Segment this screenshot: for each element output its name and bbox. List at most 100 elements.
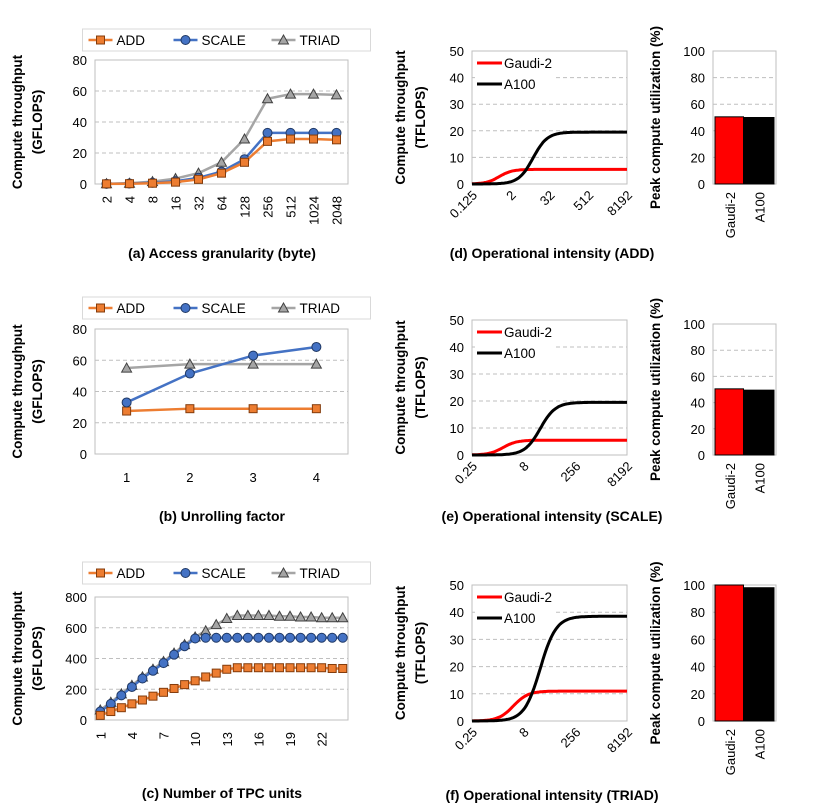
y-tick-label: 60: [691, 97, 705, 112]
y-tick-label: 0: [457, 714, 464, 729]
y-tick-label: 20: [691, 687, 705, 702]
data-point: [277, 566, 290, 578]
chart-f-bar: 0 20 40 60 80 100 Peak compute utilization (%)…: [648, 561, 777, 775]
data-point: [263, 632, 274, 643]
legend-label: Gaudi-2: [504, 325, 552, 340]
legend-label: TRIAD: [300, 566, 341, 581]
data-point: [337, 632, 348, 643]
x-tick-label: A100: [752, 463, 767, 493]
y-tick-label: 20: [73, 146, 87, 161]
y-tick-label: 10: [450, 150, 464, 165]
x-tick-label: 128: [238, 196, 253, 218]
data-point: [200, 632, 211, 643]
legend-item-scale: SCALE: [173, 33, 246, 48]
data-point: [169, 649, 180, 660]
y-tick-label: 30: [450, 632, 464, 647]
legend-label: ADD: [117, 301, 146, 316]
data-point: [336, 611, 349, 623]
data-point: [263, 136, 272, 146]
data-point: [159, 687, 169, 697]
data-point: [185, 404, 195, 414]
y-tick-label: 100: [683, 317, 705, 332]
x-tick-label: 2: [100, 196, 115, 203]
y-axis-label: Compute throughput (TFLOPS): [393, 320, 428, 455]
y-tick-label: 10: [450, 687, 464, 702]
data-point: [137, 673, 148, 684]
data-point: [309, 134, 318, 144]
data-point: [286, 134, 295, 144]
series-scale: [121, 341, 322, 408]
y-tick-label: 0: [457, 448, 464, 463]
y-tick-label: 20: [450, 394, 464, 409]
data-point: [253, 663, 263, 673]
legend-item-triad: TRIAD: [271, 566, 341, 581]
data-point: [285, 663, 295, 673]
data-point: [311, 341, 322, 352]
data-point: [296, 663, 306, 673]
legend-box: [82, 28, 371, 52]
x-tick-label: 256: [558, 459, 584, 485]
data-point: [222, 664, 232, 674]
series-triad: [120, 358, 323, 373]
y-tick-label: 40: [450, 605, 464, 620]
y-tick-label: 20: [450, 124, 464, 139]
data-point: [137, 695, 147, 705]
data-point: [263, 609, 275, 620]
data-point: [310, 358, 323, 369]
y-tick-label: 200: [65, 682, 87, 697]
data-point: [116, 690, 127, 701]
x-tick-label: Gaudi-2: [723, 192, 738, 238]
data-point: [317, 663, 327, 673]
data-point: [217, 168, 226, 178]
x-tick-label: 10: [188, 732, 203, 746]
y-axis-label: Peak compute utilization (%): [648, 561, 663, 744]
y-tick-label: 20: [73, 416, 87, 431]
x-tick-label: 2048: [330, 196, 345, 225]
chart-e-bar: 0 20 40 60 80 100 Peak compute utilization (%)…: [648, 298, 777, 509]
legend-label: TRIAD: [300, 301, 341, 316]
x-tick-label: 8: [516, 459, 532, 475]
series-line-a100: [472, 130, 627, 186]
x-tick-label: 8: [516, 725, 532, 741]
series-line-gaudi-2: [472, 689, 627, 723]
legend-label: SCALE: [202, 301, 246, 316]
y-axis-label: Compute throughput (GFLOPS): [10, 324, 45, 459]
legend-label: SCALE: [202, 33, 246, 48]
series-line-a100: [472, 614, 627, 723]
x-tick-label: 19: [283, 732, 298, 746]
series-scale: [95, 632, 348, 717]
data-point: [96, 303, 105, 313]
legend-label: Gaudi-2: [504, 56, 552, 71]
y-tick-label: 60: [691, 369, 705, 384]
x-tick-label: 0.125: [447, 188, 481, 222]
data-point: [326, 611, 339, 623]
x-tick-label: 8192: [604, 725, 635, 756]
legend: Gaudi-2 A100: [475, 54, 553, 94]
data-point: [248, 350, 259, 361]
data-point: [220, 612, 233, 624]
legend-box: [82, 561, 371, 585]
x-tick-label: 8: [146, 196, 161, 203]
y-tick-label: 60: [73, 353, 87, 368]
data-point: [330, 88, 343, 100]
y-tick-label: 80: [73, 322, 87, 337]
x-tick-label: 32: [537, 188, 558, 209]
data-point: [190, 633, 201, 644]
y-tick-label: 0: [698, 714, 705, 729]
legend-label: A100: [504, 611, 536, 626]
x-tick-label: 13: [220, 732, 235, 746]
y-axis-label: Compute throughput (TFLOPS): [393, 50, 428, 185]
data-point: [338, 663, 348, 673]
bar-a100: [744, 587, 775, 722]
y-tick-label: 60: [691, 632, 705, 647]
data-point: [211, 632, 222, 643]
x-tick-label: 4: [125, 732, 140, 739]
data-point: [316, 632, 327, 643]
legend-item-add: ADD: [88, 33, 146, 48]
y-tick-label: 0: [80, 177, 87, 192]
legend-label: ADD: [117, 33, 146, 48]
data-point: [295, 632, 306, 643]
data-point: [327, 663, 337, 673]
